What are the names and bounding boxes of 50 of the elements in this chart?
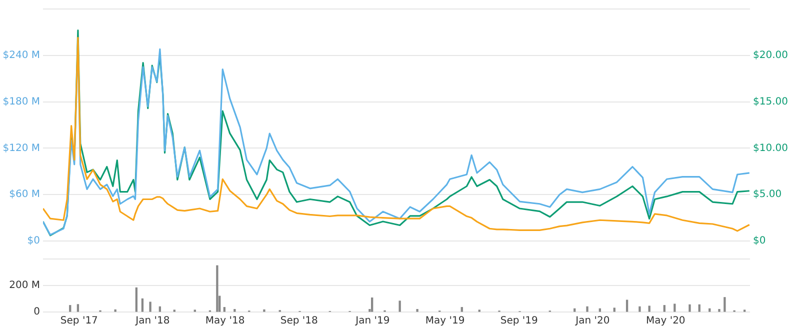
bar xyxy=(135,287,138,312)
bar xyxy=(586,306,588,312)
bar xyxy=(234,309,236,312)
x-tick-label: Jan '19 xyxy=(354,316,390,327)
bar xyxy=(724,297,726,312)
x-tick-label: Jan '18 xyxy=(134,316,170,327)
y2-tick-label: $10.00 xyxy=(753,142,788,154)
bar xyxy=(626,300,628,312)
bar xyxy=(718,309,720,312)
x-tick-label: Jan '20 xyxy=(574,316,610,327)
bar xyxy=(263,309,266,312)
x-tick-label: Sep '17 xyxy=(60,316,98,327)
y2-tick-label: $5.00 xyxy=(753,189,782,200)
bar xyxy=(69,305,72,312)
bar xyxy=(663,305,666,312)
bar xyxy=(398,300,401,312)
x-tick-label: Sep '19 xyxy=(500,316,538,327)
bar xyxy=(416,309,418,312)
y-tick-label: 200 M xyxy=(9,280,40,292)
bar xyxy=(158,306,162,312)
bar xyxy=(223,307,226,312)
x-tick-label: Sep '18 xyxy=(280,316,318,327)
bar xyxy=(371,297,374,312)
bar xyxy=(114,309,116,312)
x-tick-label: May '20 xyxy=(646,316,686,327)
bar xyxy=(638,306,641,312)
bar xyxy=(574,308,576,312)
y2-tick-label: $15.00 xyxy=(753,96,788,108)
bar xyxy=(698,304,700,312)
bar xyxy=(648,306,650,312)
bar xyxy=(149,302,152,312)
bar xyxy=(598,308,601,312)
bar xyxy=(688,304,691,312)
x-tick-label: May '19 xyxy=(425,316,465,327)
bar xyxy=(708,308,711,312)
bar xyxy=(674,304,676,312)
y-tick-label: $0 xyxy=(27,236,40,247)
y-tick-label: $60 M xyxy=(9,189,40,200)
y-tick-label: 0 xyxy=(34,306,40,318)
y-tick-label: $240 M xyxy=(2,50,40,61)
y-tick-label: $180 M xyxy=(2,96,40,108)
y2-tick-label: $0 xyxy=(753,236,766,247)
bar xyxy=(460,307,463,312)
bar xyxy=(613,308,616,312)
bar xyxy=(141,298,144,312)
bar xyxy=(216,265,218,312)
y-tick-label: $120 M xyxy=(2,142,40,154)
x-tick-label: May '18 xyxy=(205,316,245,327)
bar xyxy=(76,304,80,312)
y2-tick-label: $20.00 xyxy=(753,50,788,61)
